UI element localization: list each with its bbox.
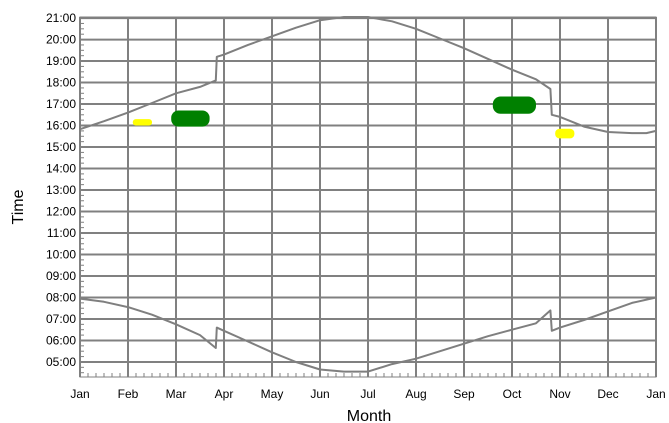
lower-curve (79, 296, 657, 373)
grid (79, 17, 657, 377)
y-tick-label-17-00: 17:00 (46, 97, 76, 111)
x-tick-label-dec-11: Dec (597, 387, 618, 401)
plot-frame (79, 16, 657, 378)
highlights (132, 96, 575, 139)
highlight-green-2 (492, 96, 536, 114)
y-tick-label-12-00: 12:00 (46, 205, 76, 219)
x-tick-label-jan-12: Jan (646, 387, 665, 401)
series (79, 16, 657, 373)
y-tick-label-13-00: 13:00 (46, 183, 76, 197)
y-tick-label-11-00: 11:00 (47, 226, 76, 240)
y-tick-label-08-00: 08:00 (46, 290, 76, 304)
y-tick-label-14-00: 14:00 (46, 162, 76, 176)
y-tick-labels: 05:00 06:00 07:00 08:00 09:00 10:00 11:00 12:00… (46, 11, 76, 369)
highlight-green-1 (171, 110, 210, 127)
y-tick-label-09-00: 09:00 (46, 269, 76, 283)
x-tick-label-apr-3: Apr (215, 387, 234, 401)
y-tick-label-15-00: 15:00 (46, 140, 76, 154)
minor-ticks (80, 22, 649, 377)
upper-curve (79, 16, 657, 135)
x-tick-label-mar-2: Mar (166, 387, 187, 401)
x-tick-label-jan-0: Jan (70, 387, 89, 401)
x-axis-title: Month (347, 408, 391, 423)
x-tick-label-sep-8: Sep (453, 387, 475, 401)
x-tick-label-nov-10: Nov (549, 387, 570, 401)
y-tick-label-21-00: 21:00 (46, 11, 76, 25)
highlight-yellow-0 (132, 119, 152, 126)
highlight-yellow-3 (555, 128, 575, 139)
x-tick-label-jul-6: Jul (360, 387, 375, 401)
y-tick-label-07-00: 07:00 (46, 312, 76, 326)
x-tick-label-jun-5: Jun (310, 387, 329, 401)
y-axis-title: Time (10, 189, 27, 224)
x-tick-label-oct-9: Oct (503, 387, 522, 401)
x-tick-label-feb-1: Feb (118, 387, 139, 401)
x-tick-labels: Jan Feb Mar Apr May Jun Jul Aug Sep Oct Nov Dec Jan (70, 387, 665, 401)
y-tick-label-19-00: 19:00 (46, 54, 76, 68)
x-tick-label-aug-7: Aug (405, 387, 426, 401)
y-tick-label-05-00: 05:00 (46, 355, 76, 369)
y-tick-label-10-00: 10:00 (46, 247, 76, 261)
x-tick-label-may-4: May (261, 387, 284, 401)
y-tick-label-16-00: 16:00 (46, 119, 76, 133)
y-tick-label-06-00: 06:00 (46, 333, 76, 347)
y-tick-label-20-00: 20:00 (46, 33, 76, 47)
y-tick-label-18-00: 18:00 (46, 76, 76, 90)
